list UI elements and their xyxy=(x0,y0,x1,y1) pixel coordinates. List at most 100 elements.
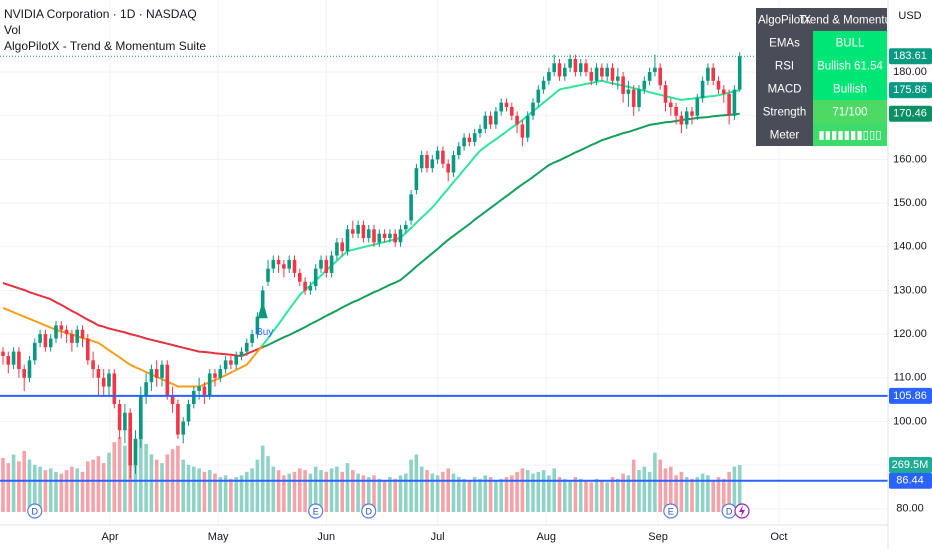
event-label: E xyxy=(668,506,674,516)
price-tag xyxy=(889,48,932,65)
volume-bar xyxy=(192,466,196,512)
candle-body xyxy=(568,58,572,68)
price-tag xyxy=(889,105,932,122)
candle-body xyxy=(573,58,578,73)
event-marker xyxy=(361,503,377,519)
table-cell xyxy=(756,8,813,31)
candle-body xyxy=(669,102,673,108)
volume-bar xyxy=(478,478,482,512)
volume-bar xyxy=(472,477,477,512)
table-cell xyxy=(756,123,813,146)
candle-body xyxy=(366,229,371,239)
volume-bar xyxy=(541,470,546,512)
candle-body xyxy=(43,334,48,348)
candle-body xyxy=(499,102,504,112)
candle-body xyxy=(467,137,472,142)
candle-body xyxy=(197,386,201,391)
candle-body xyxy=(547,72,551,81)
volume-bar xyxy=(144,443,148,512)
event-marker xyxy=(27,503,43,519)
candle-body xyxy=(6,355,11,365)
volume-bar xyxy=(160,463,164,512)
volume-bar xyxy=(510,475,514,512)
candle-body xyxy=(266,268,270,282)
candle-body xyxy=(48,338,53,348)
volume-bar xyxy=(393,478,398,512)
volume-bar xyxy=(80,471,85,512)
candle-body xyxy=(462,137,466,147)
candle-body xyxy=(149,369,154,383)
event-label: D xyxy=(365,506,372,516)
volume-bar xyxy=(653,452,657,512)
volume-bar xyxy=(6,463,11,512)
table-cell xyxy=(813,54,887,77)
price-tag xyxy=(889,82,932,99)
candle-body xyxy=(112,373,117,405)
candle-body xyxy=(292,259,297,273)
x-tick-label: Apr xyxy=(101,531,118,543)
volume-bar xyxy=(457,477,461,512)
candle-body xyxy=(695,98,700,116)
candle-body xyxy=(722,89,726,94)
volume-bar xyxy=(446,468,451,512)
price-tag-label: 183.61 xyxy=(893,50,927,62)
volume-bar xyxy=(276,470,281,512)
overlay: Buy D E D E D xyxy=(0,55,888,519)
volume-bar xyxy=(123,445,127,512)
x-tick-label: Oct xyxy=(770,531,787,543)
volume-bar xyxy=(70,466,74,512)
price-tag-label: 170.46 xyxy=(893,108,927,120)
volume-bar xyxy=(409,459,413,512)
volume-bar xyxy=(647,471,652,512)
volume-bar xyxy=(589,482,594,512)
volume-bar xyxy=(441,471,445,512)
volume-bar xyxy=(722,478,726,512)
candle-body xyxy=(128,412,133,466)
volume-bar xyxy=(584,480,588,512)
candle-body xyxy=(674,107,678,116)
volume-bar xyxy=(594,478,599,512)
currency[interactable]: USD xyxy=(898,10,921,22)
candle-body xyxy=(70,334,74,343)
event-label: D xyxy=(726,506,733,516)
indicator-title: AlgoPilotX - Trend & Momentum Suite xyxy=(4,39,206,53)
volume-bar xyxy=(398,475,403,512)
table-cell xyxy=(813,8,887,31)
candle-body xyxy=(737,56,742,90)
volume-bar xyxy=(616,478,620,512)
volume-bar xyxy=(716,477,721,512)
candle-body xyxy=(419,155,424,169)
candle-body xyxy=(207,373,212,396)
candle-body xyxy=(441,150,445,164)
candle-body xyxy=(308,286,313,291)
volume-bar xyxy=(38,466,42,512)
table-cell xyxy=(813,100,887,123)
table-text: EMAs xyxy=(769,38,800,50)
candle-body xyxy=(430,159,435,169)
candle-body xyxy=(398,229,403,243)
candle-body xyxy=(515,115,519,125)
volume-bar xyxy=(335,466,339,512)
table-cell xyxy=(813,123,887,146)
volume-bar xyxy=(382,480,387,512)
volume-bar xyxy=(430,473,435,512)
replay-icon[interactable] xyxy=(734,503,750,519)
volume-bar xyxy=(557,477,562,512)
candle-body xyxy=(457,146,461,156)
table-text: Meter xyxy=(770,130,800,142)
candle-body xyxy=(679,115,684,125)
candle-body xyxy=(621,76,625,94)
candle-body xyxy=(647,72,652,81)
x-tick-label: Sep xyxy=(648,531,668,543)
volume-bar xyxy=(133,438,138,512)
volume-bar xyxy=(54,471,58,512)
buy-label: Buy xyxy=(256,327,273,338)
table-cell xyxy=(813,31,887,54)
candle-body xyxy=(600,67,604,77)
candle-body xyxy=(478,128,482,134)
volume-bar xyxy=(207,470,212,512)
candle-body xyxy=(260,290,265,308)
table-text: Strength xyxy=(763,107,806,119)
volume-bar xyxy=(139,421,143,512)
